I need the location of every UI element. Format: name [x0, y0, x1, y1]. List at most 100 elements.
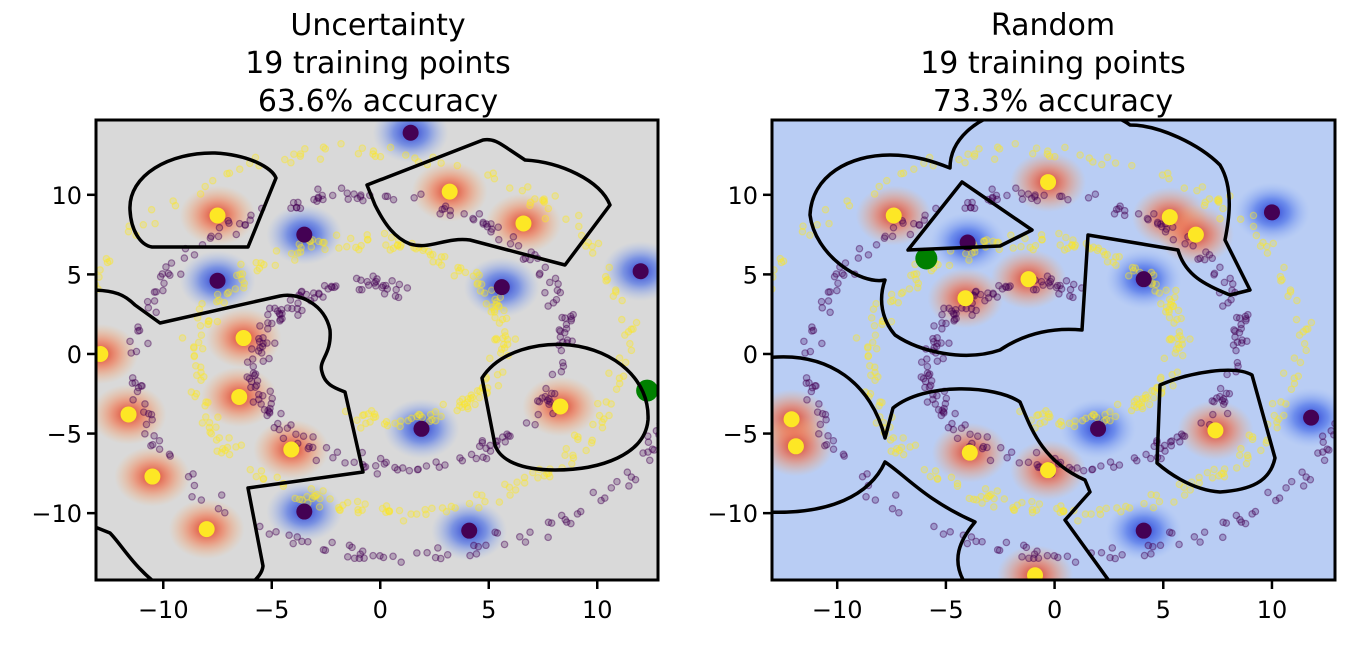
- chart-title-line: Uncertainty: [290, 8, 465, 43]
- pool-point: [290, 256, 299, 264]
- pool-point: [1178, 340, 1187, 349]
- pool-point: [518, 186, 527, 195]
- pool-point: [1082, 414, 1090, 423]
- pool-point: [1131, 264, 1140, 272]
- pool-point: [1319, 438, 1328, 447]
- pool-point: [386, 246, 395, 254]
- pool-point: [926, 472, 935, 481]
- pool-point: [1279, 411, 1288, 420]
- pool-point: [1302, 325, 1310, 333]
- pool-point: [1057, 502, 1065, 510]
- pool-point: [460, 210, 468, 218]
- pool-point: [461, 268, 470, 277]
- pool-point: [1169, 302, 1177, 310]
- pool-point: [923, 362, 932, 371]
- pool-point: [753, 304, 759, 310]
- pool-point: [519, 255, 528, 263]
- pool-point: [1065, 419, 1074, 428]
- pool-point: [207, 429, 216, 438]
- pool-point: [574, 435, 582, 444]
- pool-point: [413, 465, 422, 474]
- pool-point: [917, 358, 926, 366]
- pool-point: [476, 287, 485, 295]
- pool-point: [538, 394, 546, 402]
- pool-point: [363, 231, 372, 239]
- pool-point: [253, 266, 262, 275]
- pool-point: [1290, 379, 1299, 388]
- pool-point: [1140, 499, 1148, 508]
- pool-point: [1150, 387, 1159, 395]
- pool-point: [1263, 242, 1271, 251]
- pool-point: [600, 415, 608, 423]
- pool-point: [910, 270, 918, 279]
- pool-point: [864, 352, 872, 361]
- pool-point: [296, 152, 305, 160]
- pool-point: [1102, 504, 1111, 513]
- pool-point: [1062, 233, 1070, 242]
- pool-point: [1327, 427, 1335, 435]
- uncertainty-halo-warm: [997, 545, 1074, 580]
- pool-point: [663, 412, 669, 418]
- pool-point: [297, 243, 305, 252]
- pool-point: [1068, 241, 1076, 249]
- pool-point: [1089, 158, 1097, 166]
- pool-point: [315, 503, 324, 511]
- pool-point: [469, 214, 477, 223]
- pool-point: [1186, 335, 1194, 343]
- pool-point: [1220, 278, 1229, 287]
- pool-point: [312, 456, 321, 465]
- pool-point: [1320, 456, 1329, 465]
- pool-point: [82, 294, 88, 300]
- pool-point: [1015, 459, 1024, 467]
- pool-point: [1026, 243, 1034, 252]
- pool-point: [929, 334, 937, 343]
- pool-point: [923, 398, 932, 406]
- pool-point: [1099, 247, 1107, 256]
- pool-point: [1203, 468, 1212, 477]
- pool-point: [475, 393, 484, 402]
- pool-point: [1140, 551, 1149, 560]
- pool-point: [150, 432, 158, 440]
- pool-point: [509, 233, 518, 241]
- pool-point: [137, 381, 145, 390]
- pool-point: [942, 319, 950, 328]
- pool-point: [487, 228, 495, 236]
- pool-point: [912, 275, 920, 284]
- pool-point: [1241, 519, 1250, 528]
- pool-point: [1277, 277, 1285, 285]
- pool-point: [442, 507, 451, 516]
- pool-point: [258, 391, 267, 400]
- pool-point: [1169, 381, 1177, 390]
- pool-point: [925, 370, 934, 378]
- pool-point: [545, 472, 554, 481]
- pool-point: [1233, 358, 1242, 367]
- pool-point: [437, 253, 446, 261]
- y-tick-label: 10: [51, 182, 82, 210]
- pool-point: [852, 334, 861, 342]
- pool-point: [1166, 437, 1175, 446]
- pool-point: [681, 382, 687, 388]
- pool-point: [1043, 150, 1052, 158]
- chart-title-line: 63.6% accuracy: [258, 84, 498, 119]
- pool-point: [690, 395, 696, 401]
- pool-point: [1095, 505, 1104, 514]
- pool-point: [799, 222, 807, 230]
- x-tick-label: −5: [254, 596, 289, 624]
- pool-point: [629, 325, 637, 333]
- pool-point: [429, 250, 437, 259]
- pool-point: [458, 456, 467, 465]
- pool-point: [1214, 197, 1223, 205]
- pool-point: [969, 495, 978, 504]
- pool-point: [328, 191, 337, 200]
- pool-point: [1142, 391, 1150, 399]
- pool-point: [364, 409, 373, 418]
- y-tick-label: −10: [31, 500, 82, 528]
- pool-point: [475, 271, 484, 279]
- pool-point: [283, 304, 292, 312]
- training-point-yellow: [783, 411, 800, 428]
- pool-point: [876, 398, 884, 406]
- pool-point: [1225, 389, 1234, 398]
- pool-point: [929, 337, 938, 346]
